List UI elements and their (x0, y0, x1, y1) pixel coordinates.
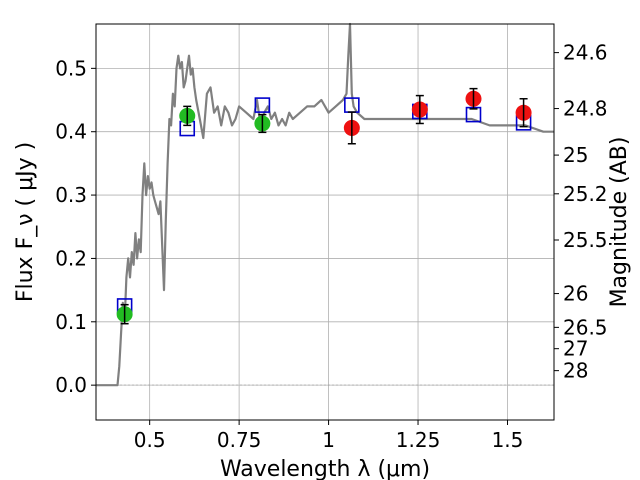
model-spectrum-line (96, 22, 554, 387)
right-tick-label: 27 (563, 337, 588, 361)
y-tick-label: 0.5 (55, 56, 87, 80)
right-tick-label: 24.8 (563, 97, 608, 121)
y-tick-label: 0.3 (55, 183, 87, 207)
x-tick-label: 0.75 (217, 428, 262, 452)
y-axis-title: Flux F_ν ( μJy ) (13, 142, 38, 302)
x-tick-label: 1.5 (492, 428, 524, 452)
x-tick-label: 0.5 (134, 428, 166, 452)
spectrum-layer (96, 22, 554, 387)
right-tick-label: 25.5 (563, 228, 608, 252)
x-tick-layer: 0.5 0.75 1 1.25 1.5 (134, 420, 524, 452)
y-tick-label: 0.1 (55, 310, 87, 334)
y-tick-layer: 0.0 0.1 0.2 0.3 0.4 0.5 (55, 56, 96, 397)
right-tick-label: 26 (563, 282, 588, 306)
right-tick-label: 28 (563, 359, 588, 383)
right-tick-label: 25 (563, 143, 588, 167)
photometry-layer (116, 87, 532, 325)
y-tick-label: 0.0 (55, 373, 87, 397)
model-photometry-layer (116, 97, 532, 314)
y-tick-label: 0.4 (55, 120, 87, 144)
right-tick-label: 25.2 (563, 182, 608, 206)
right-tick-label: 26.5 (563, 315, 608, 339)
x-tick-label: 1.25 (396, 428, 441, 452)
x-axis-title: Wavelength λ (μm) (220, 457, 430, 480)
y-tick-label: 0.2 (55, 246, 87, 270)
plot-frame (95, 23, 555, 421)
model-photometry-square (254, 97, 271, 113)
right-axis-title: Magnitude (AB) (607, 137, 632, 308)
right-tick-label: 24.6 (563, 41, 608, 65)
x-tick-label: 1 (322, 428, 335, 452)
